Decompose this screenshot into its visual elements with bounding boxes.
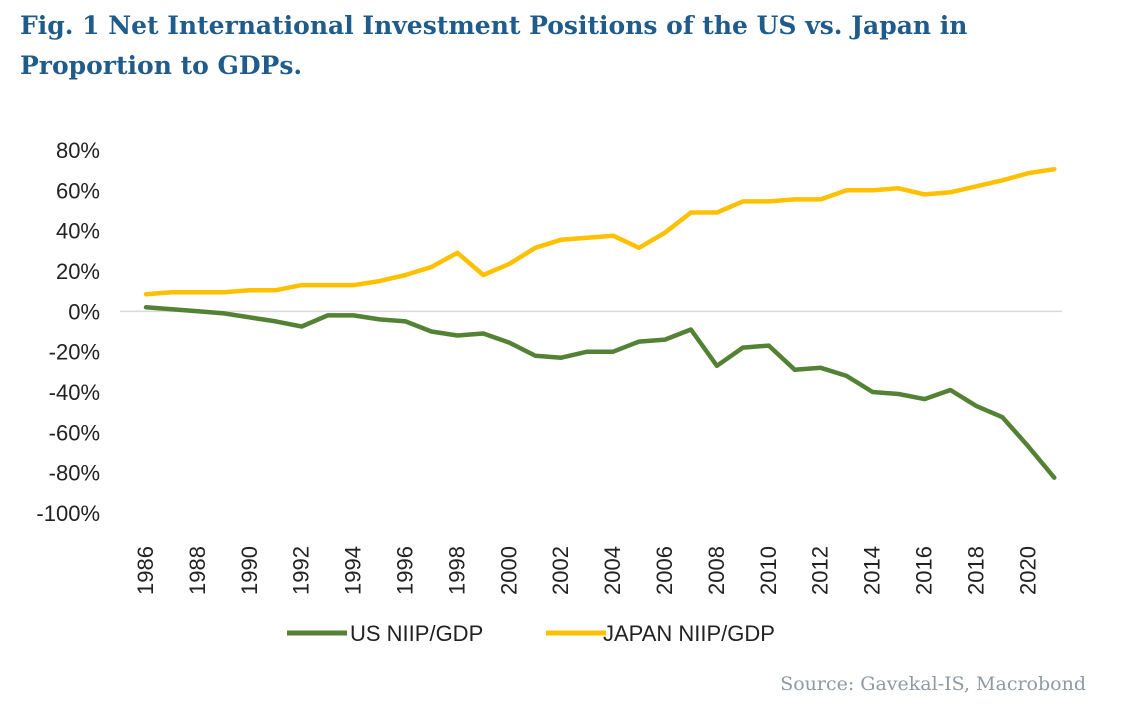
series-lines [143, 166, 1057, 480]
y-tick-label: 40% [56, 219, 100, 244]
x-tick-label: 1986 [133, 546, 158, 595]
x-tick-label: 1994 [341, 546, 366, 595]
legend: US NIIP/GDP JAPAN NIIP/GDP [287, 621, 775, 646]
y-tick-label: 80% [56, 138, 100, 163]
y-tick-label: -40% [49, 380, 100, 405]
x-tick-label: 2000 [496, 546, 521, 595]
y-tick-label: -20% [49, 340, 100, 365]
legend-item-us-niip-gdp: US NIIP/GDP [287, 621, 483, 646]
series-line-us-niip-gdp [143, 305, 1057, 480]
x-tick-label: 2004 [600, 546, 625, 595]
x-tick-label: 1992 [289, 546, 314, 595]
x-tick-label: 2002 [548, 546, 573, 595]
x-tick-label: 2006 [652, 546, 677, 595]
source-note: Source: Gavekal-IS, Macrobond [780, 673, 1086, 695]
y-axis: 80% 60% 40% 20% 0% -20% -40% -60% -80% -100% [36, 138, 100, 526]
x-tick-label: 1996 [393, 546, 418, 595]
legend-label: JAPAN NIIP/GDP [603, 621, 775, 646]
x-tick-label: 2018 [963, 546, 988, 595]
x-tick-label: 2008 [704, 546, 729, 595]
x-tick-label: 1990 [237, 546, 262, 595]
y-tick-label: 20% [56, 259, 100, 284]
x-tick-label: 2014 [860, 546, 885, 595]
chart-title: Fig. 1 Net International Investment Posi… [20, 11, 968, 80]
x-tick-label: 1988 [185, 546, 210, 595]
y-tick-label: 0% [68, 299, 100, 324]
x-tick-label: 2016 [912, 546, 937, 595]
legend-item-japan-niip-gdp: JAPAN NIIP/GDP [546, 621, 775, 646]
x-tick-label: 2010 [756, 546, 781, 595]
y-tick-label: -80% [49, 461, 100, 486]
y-tick-label: -60% [49, 420, 100, 445]
x-axis: 1986 1988 1990 1992 1994 1996 1998 2000 2002 2004… [133, 546, 1040, 595]
x-tick-label: 2012 [808, 546, 833, 595]
x-tick-label: 1998 [444, 546, 469, 595]
legend-label: US NIIP/GDP [350, 621, 483, 646]
x-tick-label: 2020 [1015, 546, 1040, 595]
y-tick-label: -100% [36, 501, 100, 526]
series-line-japan-niip-gdp [143, 166, 1057, 297]
y-tick-label: 60% [56, 178, 100, 203]
